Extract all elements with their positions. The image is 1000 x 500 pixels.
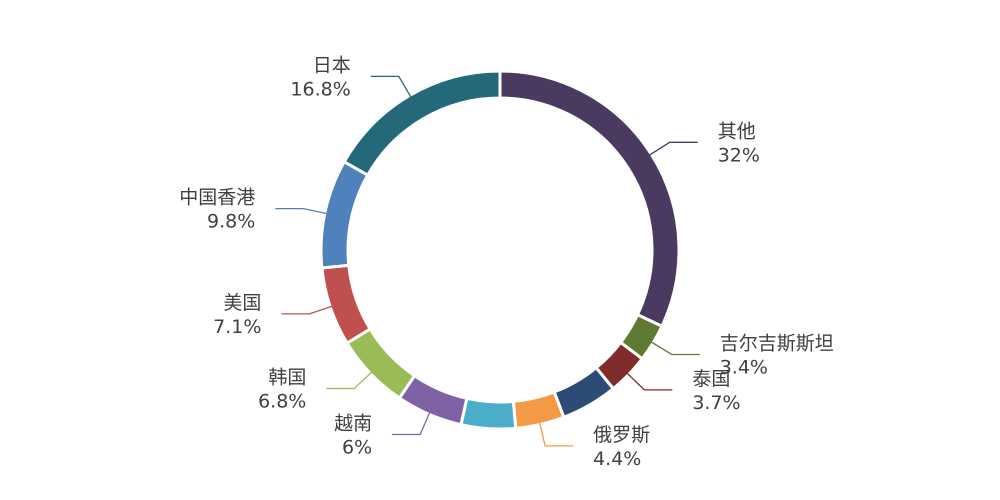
slice-value-越南: 6% [342,436,372,458]
leader-line-泰国 [625,371,673,391]
slice-label-越南: 越南 [334,412,372,434]
leader-line-中国香港 [275,207,329,215]
leader-lines-group [275,75,700,447]
slice-value-日本: 16.8% [290,78,350,100]
slice-其他 [498,69,681,329]
leader-line-美国 [281,305,335,315]
slice-label-韩国: 韩国 [268,367,306,389]
leader-line-俄罗斯 [538,420,574,447]
slice-value-俄罗斯: 4.4% [593,448,641,470]
slice-中国香港 [319,159,370,270]
slice-俄罗斯 [511,390,566,430]
slice-label-俄罗斯: 俄罗斯 [593,424,650,446]
slice-value-吉尔吉斯斯坦: 3.4% [720,356,768,378]
slice-label-日本: 日本 [313,54,351,76]
slice-label-中国香港: 中国香港 [179,187,255,209]
leader-line-日本 [370,75,413,100]
slice-韩国 [345,326,417,401]
slice-label-泰国: 泰国 [692,368,730,390]
slice-value-美国: 7.1% [213,316,261,338]
slice-value-泰国: 3.7% [692,392,740,414]
leader-line-韩国 [326,370,374,390]
leader-line-越南 [392,410,432,436]
slice-unlabeled-5 [459,396,518,431]
slice-label-吉尔吉斯斯坦: 吉尔吉斯斯坦 [720,332,834,354]
slice-label-美国: 美国 [223,292,261,314]
slice-value-其他: 32% [718,144,760,166]
slices-group [319,69,681,431]
slice-美国 [320,263,373,346]
slice-value-韩国: 6.8% [258,391,306,413]
slice-日本 [342,69,502,178]
slice-label-其他: 其他 [718,120,756,142]
leader-line-吉尔吉斯斯坦 [649,340,700,356]
leader-line-其他 [647,141,698,157]
slice-value-中国香港: 9.8% [207,211,255,233]
